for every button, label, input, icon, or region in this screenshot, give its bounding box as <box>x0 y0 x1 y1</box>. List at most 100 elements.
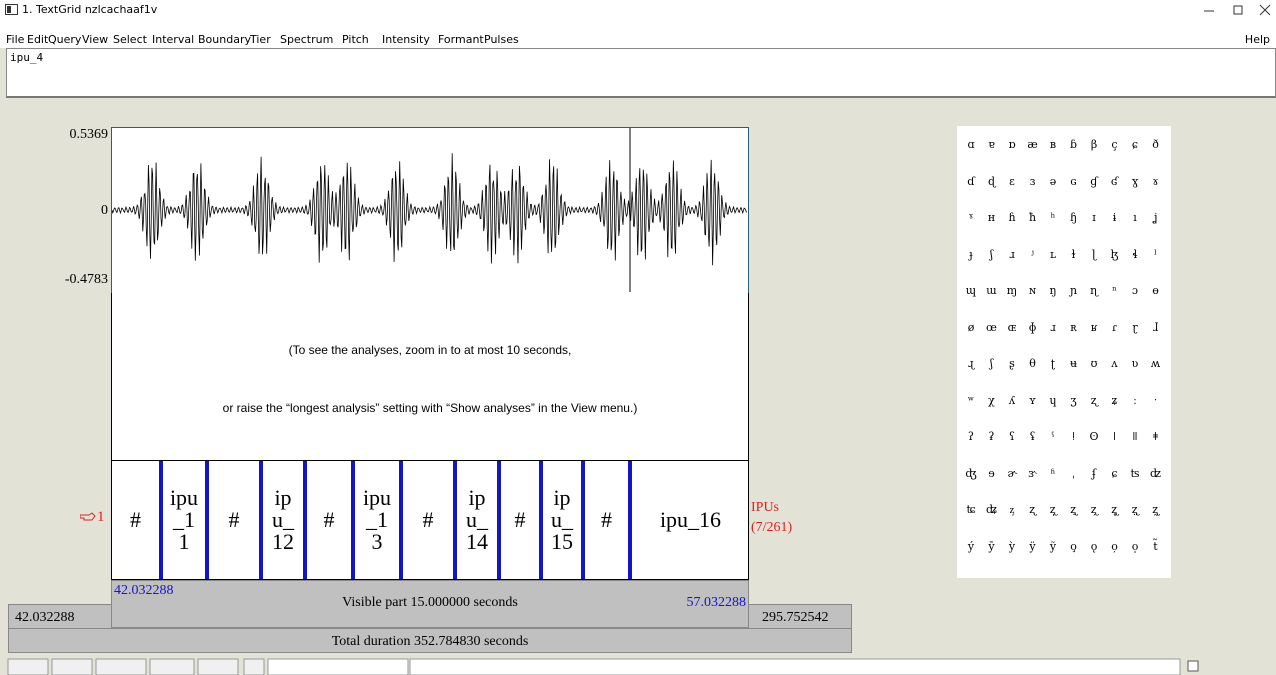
ipa-symbol[interactable]: ɻ <box>967 357 975 370</box>
ipa-symbol[interactable]: ʦ <box>1130 466 1140 480</box>
ipa-symbol[interactable]: ɢ <box>1070 174 1077 188</box>
menu-item[interactable]: Tier <box>250 33 271 46</box>
ipa-symbol[interactable]: ɕ <box>1131 138 1139 151</box>
ipa-symbol[interactable]: ɯ <box>986 284 997 297</box>
ipa-symbol[interactable]: ɓ <box>1069 138 1078 151</box>
ipa-symbol[interactable]: ʏ <box>1028 393 1037 407</box>
ipa-symbol[interactable]: ɦ <box>1008 211 1016 224</box>
ipa-symbol[interactable]: ɝ <box>1028 466 1037 480</box>
interval-label[interactable]: ipu_12 <box>272 485 294 554</box>
interval-label[interactable]: # <box>130 507 141 532</box>
boundary[interactable] <box>581 461 585 579</box>
menu-item[interactable]: File <box>6 33 25 46</box>
total-duration-bar[interactable]: Total duration 352.784830 seconds <box>8 628 852 653</box>
ipa-symbol[interactable]: o̧ <box>1070 539 1077 553</box>
ipa-symbol[interactable]: ʤ <box>965 466 977 480</box>
ipa-symbol[interactable]: ʷ <box>967 393 975 407</box>
menu-item[interactable]: Boundary <box>198 33 251 46</box>
menu-item[interactable]: Pitch <box>342 33 369 46</box>
ipa-symbol[interactable]: œ <box>986 320 997 334</box>
boundary[interactable] <box>303 461 307 579</box>
boundary[interactable] <box>399 461 403 579</box>
interval-label[interactable]: # <box>323 507 335 532</box>
ipa-symbol[interactable]: o̦ <box>1111 539 1118 553</box>
window-end-bar[interactable]: 295.752542 <box>748 604 852 629</box>
visible-part-bar[interactable]: 42.032288 Visible part 15.000000 seconds… <box>111 580 749 628</box>
ipa-symbol[interactable]: ʨ <box>966 503 976 516</box>
ipa-symbol[interactable]: ǀ <box>1112 430 1117 443</box>
ipa-symbol[interactable]: ɺ <box>1152 320 1159 334</box>
ipa-symbol[interactable]: ɶ <box>1007 320 1017 334</box>
ipa-symbol[interactable]: ʀ <box>1070 320 1077 334</box>
ipa-symbol[interactable]: ɲ <box>1069 284 1078 297</box>
ipa-symbol[interactable]: ɧ <box>1069 211 1078 224</box>
ipa-symbol[interactable]: ʉ <box>1069 357 1078 370</box>
ipa-symbol[interactable]: ʔ <box>968 430 974 443</box>
menu-item[interactable]: Formant <box>438 33 484 46</box>
ipa-symbol[interactable]: ǁ <box>1132 430 1138 443</box>
ipa-symbol[interactable]: ɔ <box>1131 284 1139 297</box>
menu-item[interactable]: Intensity <box>382 33 430 46</box>
ipa-symbol[interactable]: ÿ <box>1029 539 1036 553</box>
menu-item[interactable]: Interval <box>152 33 195 46</box>
ipa-symbol[interactable]: ỳ <box>1008 539 1016 553</box>
ipa-symbol[interactable]: ɪ <box>1092 211 1096 224</box>
ipa-symbol[interactable]: ʃ <box>990 357 993 370</box>
interval-label[interactable]: ipu_15 <box>551 485 573 554</box>
ipa-symbol[interactable]: ʐ̤ <box>1131 503 1139 516</box>
ipa-symbol[interactable]: ɽ <box>1132 320 1138 334</box>
ipa-symbol[interactable]: ʥ <box>986 503 997 516</box>
interval-label[interactable]: ipu_13 <box>362 485 392 554</box>
menu-item[interactable]: Spectrum <box>280 33 334 46</box>
boundary[interactable] <box>351 461 355 579</box>
ipa-symbol[interactable]: ħ <box>1028 211 1037 224</box>
ipa-symbol[interactable]: ʙ <box>1049 138 1057 151</box>
ipa-symbol[interactable]: ỹ <box>1049 539 1057 553</box>
boundary[interactable] <box>205 461 209 579</box>
ipa-symbol[interactable]: ɕ <box>1111 466 1118 480</box>
menu-help[interactable]: Help <box>1244 33 1270 46</box>
ipa-symbol[interactable]: ð <box>1152 138 1159 151</box>
boundary[interactable] <box>259 461 263 579</box>
ipa-symbol[interactable]: ɮ <box>1110 247 1119 261</box>
ipa-symbol[interactable]: ʂ <box>1009 357 1015 370</box>
interval-label[interactable]: # <box>228 507 240 532</box>
menu-item[interactable]: Query <box>48 33 82 46</box>
ipa-symbol[interactable]: ʎ <box>1008 393 1016 407</box>
ipa-symbol[interactable]: ˑ <box>1153 393 1158 407</box>
menu-item[interactable]: Edit <box>27 33 49 46</box>
ipa-symbol[interactable]: θ <box>1029 357 1036 370</box>
boundary[interactable] <box>628 461 632 579</box>
ipa-symbol[interactable]: ɹ <box>1050 320 1056 334</box>
ipa-symbol[interactable]: ɠ <box>1090 174 1098 188</box>
ipa-symbol[interactable]: ɴ <box>1028 284 1037 297</box>
ipa-symbol[interactable]: ȳ <box>988 539 995 553</box>
ipa-symbol[interactable]: ʛ <box>1110 174 1119 188</box>
ipa-symbol[interactable]: ɳ <box>1090 284 1098 297</box>
ipa-symbol[interactable]: ŋ <box>1049 284 1057 297</box>
ipa-symbol[interactable]: ǫ <box>1090 539 1098 553</box>
ipa-symbol[interactable]: ʐ <box>1090 393 1098 407</box>
ipa-symbol[interactable]: ᶎ <box>1009 503 1015 516</box>
menu-item[interactable]: View <box>82 33 109 46</box>
ipa-symbol[interactable]: β <box>1090 138 1098 151</box>
ipa-symbol[interactable]: ʐ̥ <box>1111 503 1118 516</box>
ipa-symbol[interactable]: ʱ <box>1050 466 1056 480</box>
ipa-symbol[interactable]: ɱ <box>1006 284 1018 297</box>
ipa-symbol[interactable]: ý <box>967 539 975 553</box>
ipa-symbol[interactable]: ʐ̣ <box>1070 503 1077 516</box>
boundary[interactable] <box>497 461 501 579</box>
ipa-symbol[interactable]: ɸ <box>1028 320 1037 334</box>
ipa-symbol[interactable]: ɛ <box>1009 174 1015 188</box>
ipa-symbol[interactable]: ʈ <box>1050 357 1056 370</box>
ipa-symbol[interactable]: ǃ <box>1071 430 1076 443</box>
ipa-symbol[interactable]: ʐ <box>1029 503 1036 516</box>
ipa-symbol[interactable]: ɟ <box>969 247 973 261</box>
ipa-symbol[interactable]: ɑ <box>967 138 975 151</box>
ipa-symbol[interactable]: ə <box>1049 174 1057 188</box>
ipa-symbol[interactable]: ɤ <box>1152 174 1159 188</box>
ipa-symbol[interactable]: ʡ <box>988 430 995 443</box>
ipa-symbol[interactable]: ɹ <box>1009 247 1015 261</box>
ipa-symbol[interactable]: ˡ <box>1154 247 1157 261</box>
ipa-symbol[interactable]: ı <box>1133 211 1137 224</box>
